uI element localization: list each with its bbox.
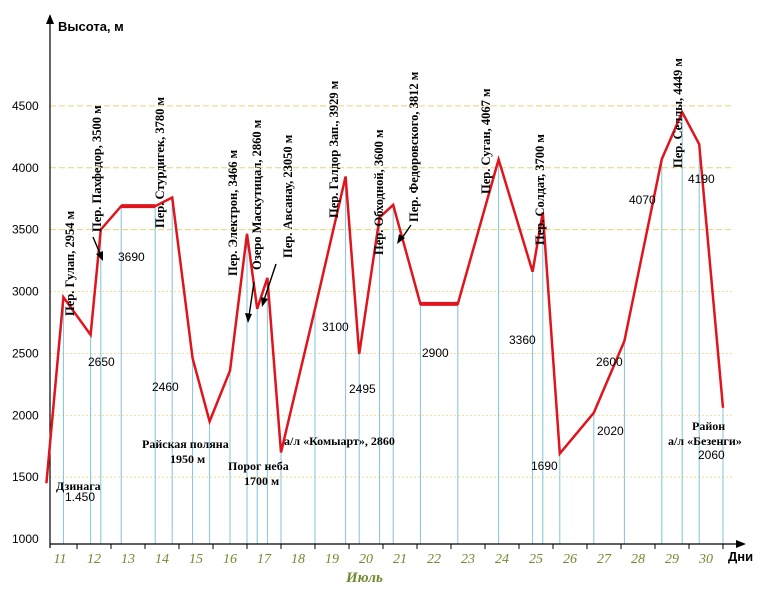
x-tick-label: 17 <box>257 552 272 567</box>
month-label: Июль <box>345 570 383 586</box>
value-label: 2020 <box>597 424 624 438</box>
callout-arrowhead <box>96 251 103 261</box>
callout-arrow <box>263 263 277 301</box>
pass-label: Пер. Стурдигек, 3780 м <box>153 96 167 228</box>
value-label: 2900 <box>422 346 449 360</box>
callout-arrow <box>401 224 412 239</box>
flat-segments <box>121 204 458 306</box>
callout-arrowhead <box>245 313 252 323</box>
callout-arrowhead <box>261 297 268 307</box>
place-label-threshold: Порог неба <box>228 459 289 473</box>
value-label: 4070 <box>629 193 656 207</box>
x-tick-label: 30 <box>698 552 713 567</box>
value-label: 3100 <box>322 320 349 334</box>
x-tick-label: 28 <box>631 552 645 567</box>
x-tick-label: 13 <box>121 552 135 567</box>
x-tick-label: 15 <box>189 552 203 567</box>
callout-arrows <box>92 224 412 323</box>
callout-arrow <box>248 281 255 317</box>
x-tick-label: 22 <box>427 552 441 567</box>
place-label-bezengi: а/л «Безенги» <box>668 434 742 448</box>
x-tick-label: 29 <box>665 552 679 567</box>
x-tick-label: 14 <box>155 552 169 567</box>
drop-lines <box>62 112 724 544</box>
y-tick-label: 1500 <box>12 470 39 484</box>
x-tick-label: 16 <box>223 552 237 567</box>
callout-arrowhead <box>397 234 405 244</box>
y-tick-label: 3500 <box>12 223 39 237</box>
value-label: 2460 <box>152 380 179 394</box>
value-label: 2600 <box>596 355 623 369</box>
x-tick-label: 23 <box>461 552 475 567</box>
x-tick-label: 11 <box>54 552 67 567</box>
gridlines <box>50 105 732 478</box>
x-tick-label: 20 <box>359 552 373 567</box>
pass-label: Озеро Маскутицал, 2860 м <box>250 119 264 270</box>
x-tick-label: 27 <box>597 552 612 567</box>
pass-label: Пер. Гулап, 2954 м <box>63 210 77 316</box>
pass-label: Пер. Авсанау, 23050 м <box>281 134 295 258</box>
place-value-threshold: 1700 м <box>244 474 279 488</box>
x-tick-label: 21 <box>393 552 407 567</box>
x-tick-label: 18 <box>291 552 305 567</box>
place-value-start: 1.450 <box>65 490 95 504</box>
y-axis-title: Высота, м <box>58 19 124 34</box>
y-tick-label: 2500 <box>12 346 39 360</box>
place-label-paradise: Райская поляна <box>142 437 229 451</box>
pass-label: Пер. Федоровского, 3812 м <box>407 71 421 222</box>
y-tick-label: 4000 <box>12 161 39 175</box>
x-tick-label: 12 <box>87 552 101 567</box>
x-tick-label: 25 <box>529 552 543 567</box>
pass-label: Пер. Пахфедор, 3500 м <box>90 105 104 232</box>
value-label: 2495 <box>349 382 376 396</box>
y-tick-label: 4500 <box>12 99 39 113</box>
x-tick-label: 24 <box>495 552 509 567</box>
pass-label: Пер. Солдат, 3700 м <box>533 134 547 245</box>
place-label-district: Район <box>692 419 725 433</box>
place-label-start: Дзинага <box>56 479 101 493</box>
value-label: 1690 <box>531 459 558 473</box>
pass-label: Пер. Суган, 4067 м <box>479 88 493 194</box>
pass-label: Пер. Селлы, 4449 м <box>671 58 685 168</box>
x-axis-title: Дни <box>728 549 753 564</box>
value-label: 4190 <box>688 172 715 186</box>
place-value-paradise: 1950 м <box>170 452 205 466</box>
x-tick-labels: 11 12 13 14 15 16 17 18 19 20 21 22 23 24 25 26 27 28 29 30 <box>54 544 724 567</box>
place-label-komyart: а/л «Комыарт», 2860 <box>284 434 395 448</box>
y-tick-label: 2000 <box>12 408 39 422</box>
place-value-bezengi: 2060 <box>698 448 725 462</box>
x-axis-arrow <box>736 540 746 548</box>
x-tick-label: 19 <box>325 552 339 567</box>
y-tick-labels: 1000 1500 2000 2500 3000 3500 4000 4500 <box>12 99 39 546</box>
value-label: 3690 <box>118 250 145 264</box>
y-tick-label: 3000 <box>12 285 39 299</box>
axes <box>46 14 746 548</box>
value-label: 3360 <box>509 333 536 347</box>
y-tick-label: 1000 <box>12 532 39 546</box>
y-axis-arrow <box>46 14 54 24</box>
pass-label: Пер. Электрон, 3466 м <box>226 149 240 276</box>
pass-label: Пер. Обходной, 3600 м <box>372 129 386 255</box>
x-tick-label: 26 <box>563 552 577 567</box>
value-label: 2650 <box>88 355 115 369</box>
pass-label: Пер. Галдор Зап., 3929 м <box>327 80 341 218</box>
